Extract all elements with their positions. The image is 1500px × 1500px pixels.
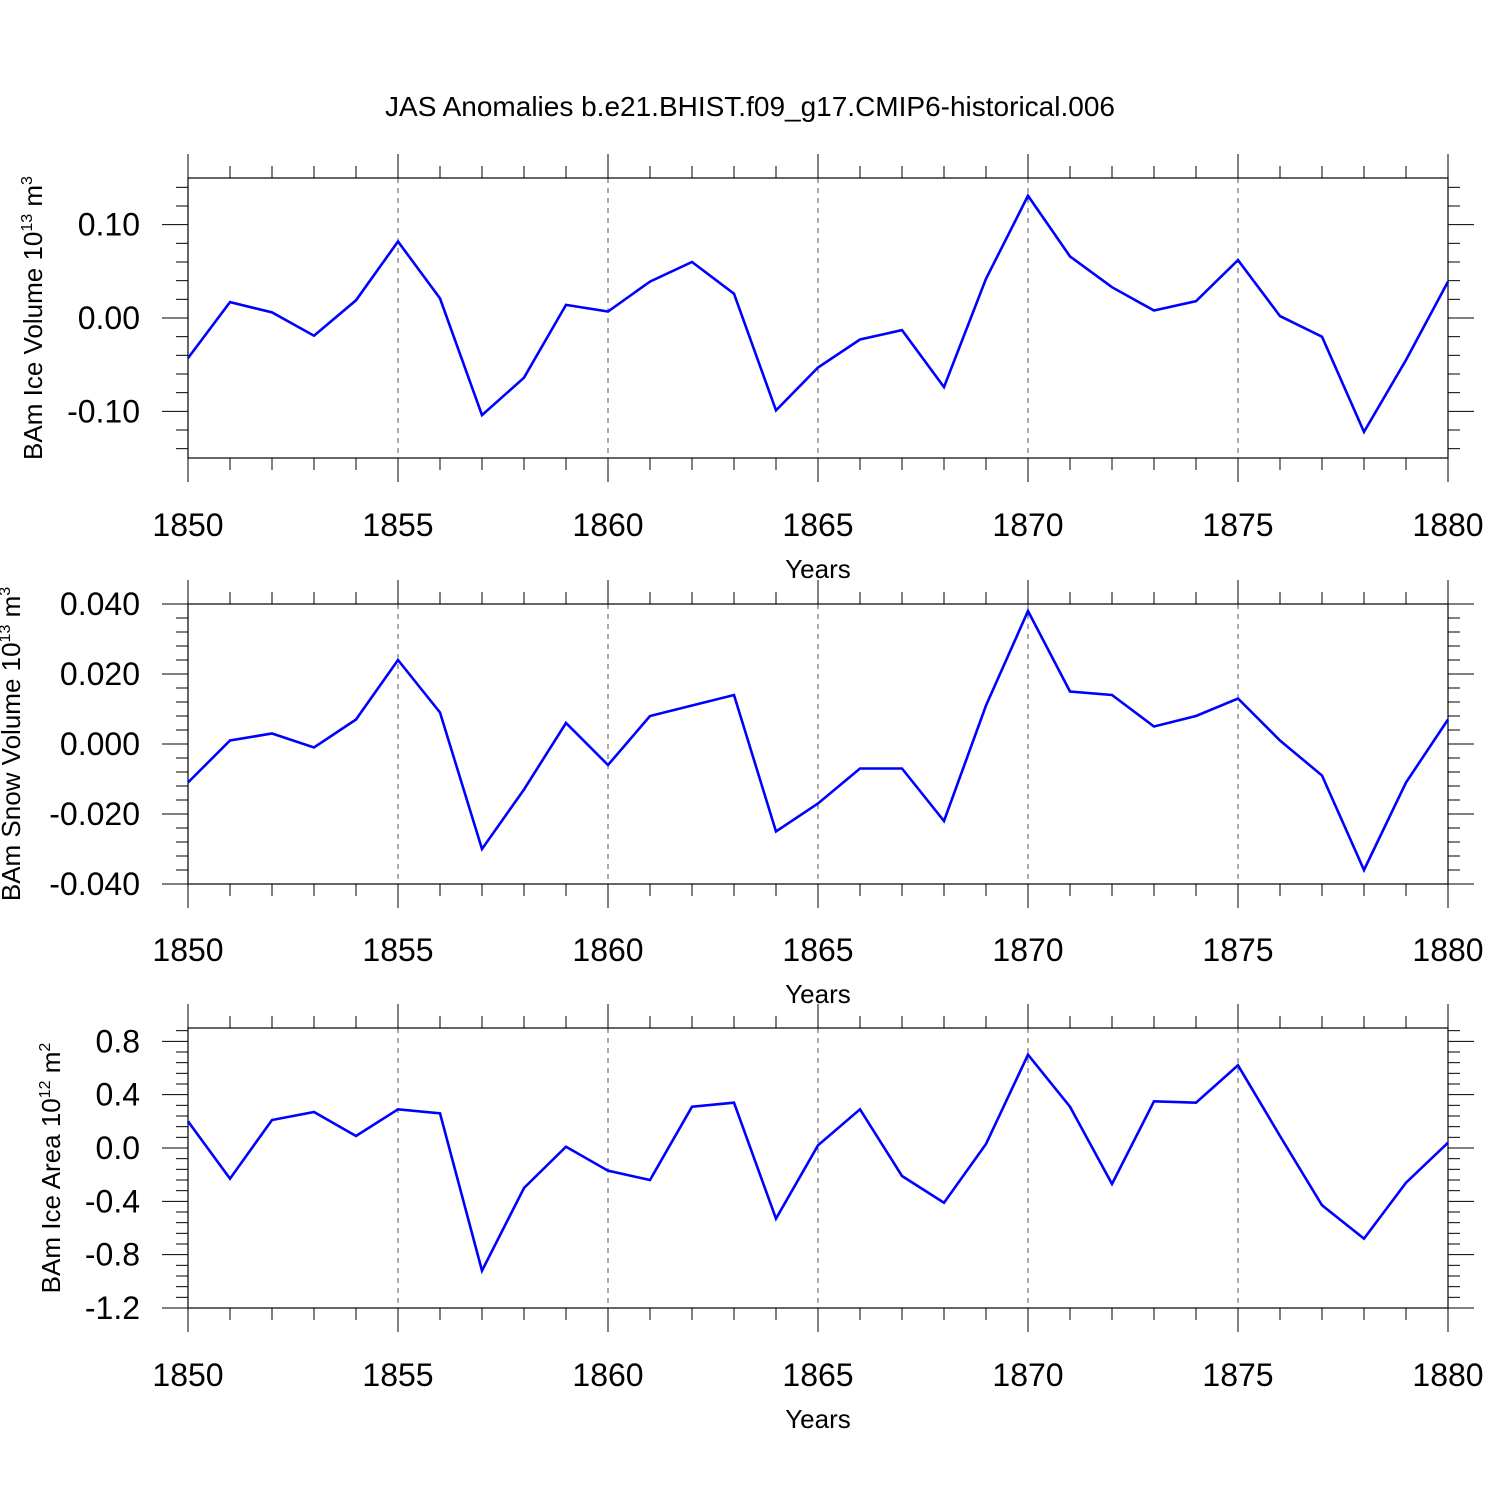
x-tick-label: 1860	[572, 932, 643, 968]
y-axis-title-superscript: 3	[0, 587, 14, 596]
y-tick-label: 0.00	[78, 300, 140, 336]
y-tick-label: 0.020	[60, 656, 140, 692]
y-axis-title-text: BAm Ice Volume 10	[18, 232, 48, 460]
x-tick-label: 1870	[992, 507, 1063, 543]
x-tick-label: 1850	[152, 1357, 223, 1393]
y-axis-title-text: m	[0, 596, 26, 625]
y-tick-label: 0.000	[60, 726, 140, 762]
x-tick-label: 1865	[782, 507, 853, 543]
y-tick-label: -0.040	[49, 866, 140, 902]
y-axis-title: BAm Ice Area 1012 m2	[36, 1043, 66, 1294]
panel-ice-area: 1850 1855 1860 1865 1870 1875 1880 0.8 0.4 0.0 -0.…	[36, 1004, 1484, 1434]
y-tick-label: 0.10	[78, 207, 140, 243]
y-axis-title-text: BAm Ice Area 10	[36, 1098, 66, 1293]
y-tick-label: -1.2	[85, 1290, 140, 1326]
y-axis-title-superscript: 13	[0, 625, 14, 643]
y-axis-title: BAm Ice Volume 1013 m3	[18, 176, 48, 460]
x-tick-label: 1870	[992, 1357, 1063, 1393]
y-tick-label: -0.8	[85, 1237, 140, 1273]
x-tick-label: 1875	[1202, 932, 1273, 968]
y-axis-title-text: m	[36, 1052, 66, 1081]
x-tick-label: 1855	[362, 507, 433, 543]
series-line	[187, 608, 1450, 874]
x-tick-label: 1880	[1412, 507, 1483, 543]
x-axis-title: Years	[785, 554, 851, 584]
y-tick-label: 0.8	[96, 1023, 140, 1059]
y-tick-label: -0.10	[67, 393, 140, 429]
series-line	[186, 193, 1450, 435]
y-axis-title-superscript: 12	[37, 1080, 54, 1098]
x-tick-label: 1880	[1412, 1357, 1483, 1393]
x-tick-label: 1870	[992, 932, 1063, 968]
y-axis-title-superscript: 3	[19, 176, 36, 185]
x-tick-label: 1865	[782, 932, 853, 968]
x-tick-label: 1850	[152, 932, 223, 968]
x-tick-label: 1855	[362, 1357, 433, 1393]
y-axis-title-text: m	[18, 185, 48, 214]
x-tick-label: 1875	[1202, 1357, 1273, 1393]
y-tick-label: -0.020	[49, 796, 140, 832]
figure-title: JAS Anomalies b.e21.BHIST.f09_g17.CMIP6-…	[385, 91, 1115, 122]
x-tick-label: 1860	[572, 507, 643, 543]
x-axis-title: Years	[785, 1404, 851, 1434]
x-tick-label: 1865	[782, 1357, 853, 1393]
x-tick-label: 1880	[1412, 932, 1483, 968]
y-axis-title-text: BAm Snow Volume 10	[0, 642, 26, 901]
y-axis-title: BAm Snow Volume 1013 m3	[0, 587, 26, 901]
x-tick-label: 1850	[152, 507, 223, 543]
series-line	[186, 1052, 1449, 1275]
y-axis-title-superscript: 2	[37, 1043, 54, 1052]
panel-ice-volume: 1850 1855 1860 1865 1870 1875 1880 0.10 0.00 -0.1…	[18, 154, 1484, 584]
y-axis-title-superscript: 13	[19, 214, 36, 232]
x-tick-label: 1860	[572, 1357, 643, 1393]
y-tick-label: 0.4	[96, 1077, 140, 1113]
x-tick-label: 1875	[1202, 507, 1273, 543]
y-tick-label: -0.4	[85, 1183, 140, 1219]
y-tick-label: 0.040	[60, 586, 140, 622]
panel-snow-volume: 1850 1855 1860 1865 1870 1875 1880 0.040 0.020 0.…	[0, 580, 1484, 1009]
y-tick-label: 0.0	[96, 1130, 140, 1166]
x-tick-label: 1855	[362, 932, 433, 968]
